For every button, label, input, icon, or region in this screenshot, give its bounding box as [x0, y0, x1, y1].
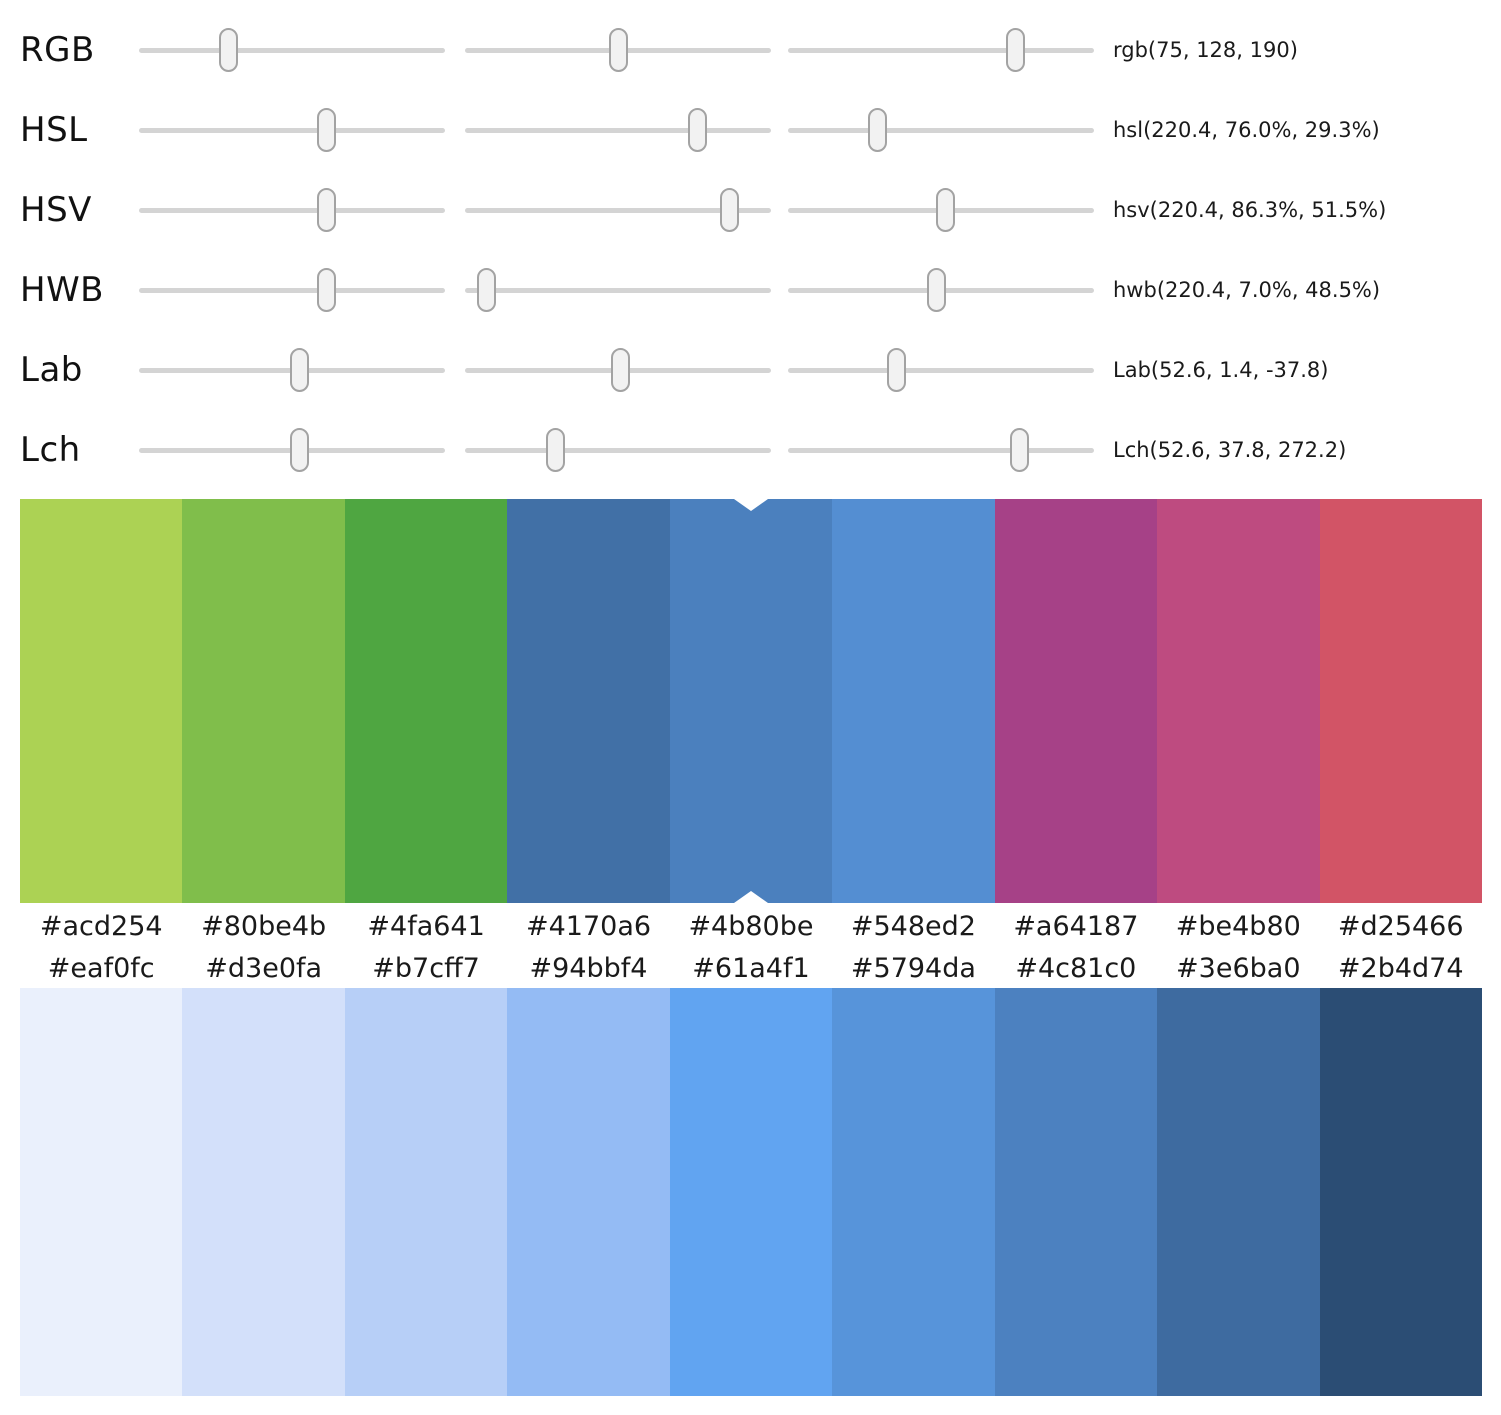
- harmony-hex-labels: #acd254 #80be4b #4fa641 #4170a6 #4b80be …: [20, 903, 1482, 949]
- lab-a-slider-thumb[interactable]: [610, 348, 630, 392]
- rgb-red-slider-track[interactable]: [139, 28, 445, 72]
- palette-swatch[interactable]: [344, 499, 508, 903]
- lab-lightness-slider-track[interactable]: [139, 348, 445, 392]
- hwb-whiteness-slider-track[interactable]: [465, 268, 771, 312]
- hsl-lightness-slider-thumb[interactable]: [868, 108, 888, 152]
- swatch-hex-label: #5794da: [850, 953, 976, 984]
- rgb-value-text: rgb(75, 128, 190): [1113, 38, 1298, 62]
- palette-swatch[interactable]: [832, 499, 995, 903]
- lch-chroma-slider-thumb[interactable]: [545, 428, 565, 472]
- slider-row-hsl: HSL hsl(220.4, 76.0%, 29.3%): [0, 90, 1501, 170]
- palette-swatch[interactable]: [994, 499, 1158, 903]
- swatch-hex-label: #eaf0fc: [47, 953, 155, 984]
- palette-swatch[interactable]: [507, 499, 670, 903]
- palette-swatch[interactable]: [20, 988, 183, 1396]
- swatch-hex-label: #4fa641: [367, 910, 485, 942]
- color-sliders-panel: RGB rgb(75, 128, 190) HSL hsl(220.4, 76.…: [0, 0, 1501, 499]
- shades-hex-labels: #eaf0fc #d3e0fa #b7cff7 #94bbf4 #61a4f1 …: [20, 949, 1482, 988]
- rgb-blue-slider-thumb[interactable]: [1006, 28, 1026, 72]
- lab-a-slider-track[interactable]: [465, 348, 771, 392]
- hsl-lightness-slider-track[interactable]: [788, 108, 1094, 152]
- rgb-blue-slider-track[interactable]: [788, 28, 1094, 72]
- swatch-hex-label: #d3e0fa: [205, 953, 323, 984]
- swatch-hex-label: #2b4d74: [1337, 953, 1464, 984]
- hwb-blackness-slider-track[interactable]: [788, 268, 1094, 312]
- slider-row-label: Lab: [20, 350, 83, 390]
- lch-hue-slider-thumb[interactable]: [1009, 428, 1029, 472]
- palette-swatch[interactable]: [669, 988, 833, 1396]
- lab-value-text: Lab(52.6, 1.4, -37.8): [1113, 358, 1329, 382]
- palette-swatch[interactable]: [507, 988, 670, 1396]
- hsv-value-slider-track[interactable]: [788, 188, 1094, 232]
- slider-row-label: HSL: [20, 110, 88, 150]
- hsv-hue-slider-track[interactable]: [139, 188, 445, 232]
- lab-lightness-slider-thumb[interactable]: [290, 348, 310, 392]
- swatch-hex-label: #94bbf4: [529, 953, 648, 984]
- lab-b-slider-thumb[interactable]: [886, 348, 906, 392]
- hwb-hue-slider-thumb[interactable]: [316, 268, 336, 312]
- swatch-hex-label: #3e6ba0: [1176, 953, 1301, 984]
- slider-row-lch: Lch Lch(52.6, 37.8, 272.2): [0, 410, 1501, 490]
- swatch-hex-label: #b7cff7: [372, 953, 480, 984]
- hsl-hue-slider-track[interactable]: [139, 108, 445, 152]
- palette-swatch[interactable]: [182, 499, 345, 903]
- slider-row-hwb: HWB hwb(220.4, 7.0%, 48.5%): [0, 250, 1501, 330]
- slider-row-lab: Lab Lab(52.6, 1.4, -37.8): [0, 330, 1501, 410]
- palette-swatch[interactable]: [832, 988, 995, 1396]
- hwb-blackness-slider-thumb[interactable]: [926, 268, 946, 312]
- hsv-saturation-slider-track[interactable]: [465, 188, 771, 232]
- slider-row-hsv: HSV hsv(220.4, 86.3%, 51.5%): [0, 170, 1501, 250]
- slider-row-label: RGB: [20, 30, 95, 70]
- palette-swatch[interactable]: [20, 499, 183, 903]
- lch-chroma-slider-track[interactable]: [465, 428, 771, 472]
- hsl-value-text: hsl(220.4, 76.0%, 29.3%): [1113, 118, 1380, 142]
- palette-swatch-selected[interactable]: [669, 499, 833, 903]
- palette-swatch[interactable]: [182, 988, 345, 1396]
- hwb-value-text: hwb(220.4, 7.0%, 48.5%): [1113, 278, 1381, 302]
- shades-palette: [20, 988, 1482, 1396]
- palette-swatch[interactable]: [1157, 499, 1320, 903]
- swatch-hex-label: #4b80be: [688, 910, 814, 942]
- swatch-hex-label: #a64187: [1013, 910, 1139, 942]
- swatch-hex-label: #80be4b: [201, 910, 327, 942]
- swatch-hex-label: #61a4f1: [692, 953, 810, 984]
- hsv-value-slider-thumb[interactable]: [936, 188, 956, 232]
- palette-swatch[interactable]: [1157, 988, 1320, 1396]
- harmony-palette: [20, 499, 1482, 903]
- palette-swatch[interactable]: [994, 988, 1158, 1396]
- palette-swatch[interactable]: [344, 988, 508, 1396]
- palette-swatch[interactable]: [1319, 499, 1482, 903]
- swatch-hex-label: #4c81c0: [1015, 953, 1137, 984]
- rgb-green-slider-track[interactable]: [465, 28, 771, 72]
- swatch-hex-label: #be4b80: [1175, 910, 1301, 942]
- palette-swatch[interactable]: [1319, 988, 1482, 1396]
- hsl-saturation-slider-track[interactable]: [465, 108, 771, 152]
- lch-hue-slider-track[interactable]: [788, 428, 1094, 472]
- hsv-saturation-slider-thumb[interactable]: [719, 188, 739, 232]
- rgb-green-slider-thumb[interactable]: [609, 28, 629, 72]
- hsl-saturation-slider-thumb[interactable]: [688, 108, 708, 152]
- slider-row-label: HWB: [20, 270, 105, 310]
- slider-row-label: Lch: [20, 430, 81, 470]
- swatch-hex-label: #4170a6: [526, 910, 652, 942]
- slider-row-label: HSV: [20, 190, 92, 230]
- lab-b-slider-track[interactable]: [788, 348, 1094, 392]
- lch-lightness-slider-thumb[interactable]: [290, 428, 310, 472]
- lch-lightness-slider-track[interactable]: [139, 428, 445, 472]
- hsv-value-text: hsv(220.4, 86.3%, 51.5%): [1113, 198, 1387, 222]
- hwb-whiteness-slider-thumb[interactable]: [476, 268, 496, 312]
- hwb-hue-slider-track[interactable]: [139, 268, 445, 312]
- slider-row-rgb: RGB rgb(75, 128, 190): [0, 10, 1501, 90]
- lch-value-text: Lch(52.6, 37.8, 272.2): [1113, 438, 1347, 462]
- swatch-hex-label: #548ed2: [850, 910, 976, 942]
- hsv-hue-slider-thumb[interactable]: [316, 188, 336, 232]
- rgb-red-slider-thumb[interactable]: [219, 28, 239, 72]
- hsl-hue-slider-thumb[interactable]: [316, 108, 336, 152]
- swatch-hex-label: #acd254: [39, 910, 163, 942]
- swatch-hex-label: #d25466: [1337, 910, 1464, 942]
